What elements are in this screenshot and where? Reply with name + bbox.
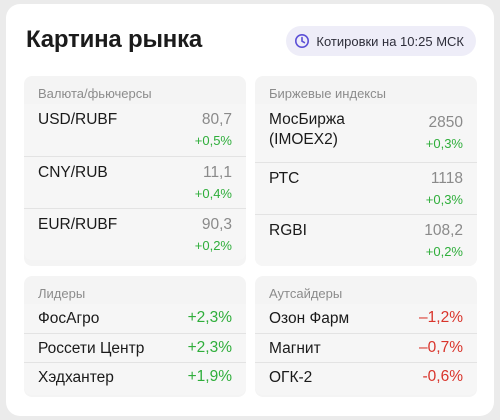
instrument-name: USD/RUBF	[38, 111, 118, 128]
instrument-name: РТС	[269, 170, 300, 187]
instrument-name: МосБиржа (IMOEX2)	[269, 111, 345, 148]
stock-name: ОГК-2	[269, 369, 313, 386]
instrument-change: +0,4%	[194, 186, 232, 201]
instrument-name: RGBI	[269, 222, 307, 239]
list-item[interactable]: CNY/RUB 11,1 +0,4%	[24, 156, 246, 208]
market-overview-card: Картина рынка Котировки на 10:25 МСК Вал…	[6, 4, 494, 416]
list-item[interactable]: Озон Фарм –1,2%	[255, 304, 477, 333]
stock-change: –0,7%	[419, 339, 463, 356]
quotes-time-badge: Котировки на 10:25 МСК	[286, 26, 476, 56]
stock-change: +2,3%	[187, 339, 232, 356]
instrument-change: +0,5%	[194, 133, 232, 148]
instrument-value: 11,1	[202, 164, 232, 181]
stock-name: Россети Центр	[38, 340, 145, 357]
instrument-value: 108,2	[424, 222, 463, 239]
list-item[interactable]: РТС 1118 +0,3%	[255, 162, 477, 214]
stock-change: -0,6%	[422, 368, 464, 385]
instrument-change: +0,3%	[425, 136, 463, 151]
list-item[interactable]: Россети Центр +2,3%	[24, 333, 246, 362]
instrument-value: 80,7	[201, 111, 232, 128]
instrument-name: EUR/RUBF	[38, 216, 118, 233]
indexes-panel: Биржевые индексы МосБиржа (IMOEX2) 2850 …	[255, 76, 477, 266]
leaders-panel-title: Лидеры	[38, 286, 86, 301]
leaders-panel: Лидеры ФосАгро +2,3% Россети Центр +2,3%…	[24, 276, 246, 397]
stock-change: +2,3%	[187, 309, 232, 326]
outsiders-panel-title: Аутсайдеры	[269, 286, 343, 301]
instrument-value: 2850	[428, 114, 463, 131]
list-item[interactable]: USD/RUBF 80,7 +0,5%	[24, 104, 246, 156]
list-item[interactable]: Хэдхантер +1,9%	[24, 362, 246, 395]
list-item[interactable]: Магнит –0,7%	[255, 333, 477, 362]
instrument-change: +0,3%	[425, 192, 463, 207]
list-item[interactable]: МосБиржа (IMOEX2) 2850 +0,3%	[255, 104, 477, 162]
instrument-change: +0,2%	[425, 244, 463, 259]
instrument-name: CNY/RUB	[38, 164, 108, 181]
instrument-value: 1118	[430, 170, 463, 187]
outsiders-panel: Аутсайдеры Озон Фарм –1,2% Магнит –0,7% …	[255, 276, 477, 397]
stock-change: –1,2%	[419, 309, 463, 326]
instrument-value: 90,3	[201, 216, 232, 233]
stock-name: Озон Фарм	[269, 310, 350, 327]
stock-name: Магнит	[269, 340, 321, 357]
page-title: Картина рынка	[26, 26, 203, 53]
stock-name: ФосАгро	[38, 310, 100, 327]
list-item[interactable]: ФосАгро +2,3%	[24, 304, 246, 333]
stock-change: +1,9%	[187, 368, 232, 385]
stock-name: Хэдхантер	[38, 369, 114, 386]
currency-panel: Валюта/фьючерсы USD/RUBF 80,7 +0,5% CNY/…	[24, 76, 246, 266]
currency-panel-title: Валюта/фьючерсы	[38, 86, 152, 101]
list-item[interactable]: EUR/RUBF 90,3 +0,2%	[24, 208, 246, 260]
instrument-change: +0,2%	[194, 238, 232, 253]
quotes-time-text: Котировки на 10:25 МСК	[316, 33, 464, 49]
indexes-panel-title: Биржевые индексы	[269, 86, 386, 101]
list-item[interactable]: RGBI 108,2 +0,2%	[255, 214, 477, 266]
clock-icon	[294, 33, 310, 49]
list-item[interactable]: ОГК-2 -0,6%	[255, 362, 477, 395]
